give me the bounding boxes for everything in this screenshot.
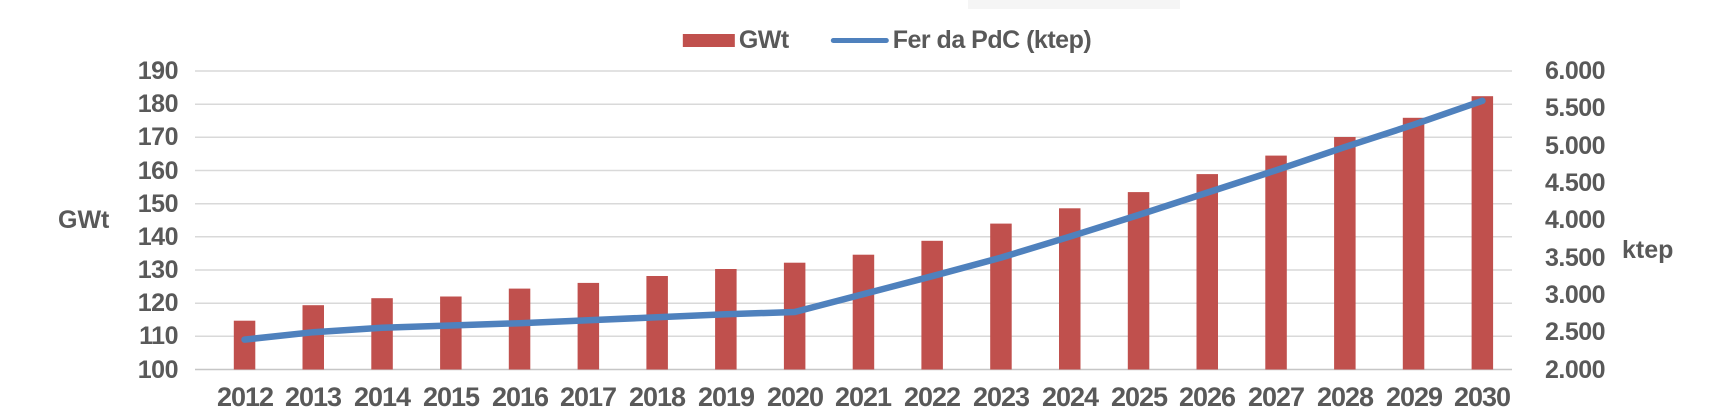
bar-2017 bbox=[577, 282, 600, 370]
bar-2018 bbox=[646, 276, 668, 370]
x-axis-label-2025: 2025 bbox=[1110, 382, 1168, 412]
x-axis-label-2013: 2013 bbox=[284, 382, 342, 412]
legend-line-swatch-icon bbox=[830, 38, 889, 43]
x-axis-label-2014: 2014 bbox=[353, 382, 411, 412]
x-axis-label-2019: 2019 bbox=[697, 382, 755, 412]
left-axis-tick-180: 180 bbox=[137, 90, 179, 118]
bar-2021 bbox=[852, 254, 875, 370]
x-axis-label-2017: 2017 bbox=[559, 382, 617, 412]
bar-2024 bbox=[1059, 208, 1081, 370]
legend-item-gwt: GWt bbox=[682, 26, 789, 55]
right-axis-tick-3.000: 3.000 bbox=[1545, 281, 1606, 309]
x-axis-label-2029: 2029 bbox=[1385, 382, 1443, 412]
legend-label-fer-da-pdc: Fer da PdC (ktep) bbox=[892, 26, 1092, 54]
x-axis-label-2016: 2016 bbox=[491, 382, 549, 412]
top-edge-artifact bbox=[968, 0, 1180, 9]
right-axis-tick-2.000: 2.000 bbox=[1545, 356, 1606, 384]
bar-2019 bbox=[715, 269, 737, 370]
left-axis-tick-190: 190 bbox=[137, 57, 179, 85]
left-axis-tick-160: 160 bbox=[137, 157, 179, 185]
x-axis-label-2020: 2020 bbox=[766, 382, 824, 412]
left-axis-tick-100: 100 bbox=[137, 356, 179, 384]
x-axis-label-2023: 2023 bbox=[972, 382, 1030, 412]
x-axis-label-2028: 2028 bbox=[1316, 382, 1374, 412]
right-axis-tick-5.000: 5.000 bbox=[1545, 132, 1606, 160]
right-axis-tick-4.500: 4.500 bbox=[1545, 169, 1606, 197]
x-axis-label-2018: 2018 bbox=[628, 382, 686, 412]
left-axis-tick-140: 140 bbox=[137, 223, 179, 251]
bar-2029 bbox=[1402, 117, 1425, 370]
bar-2013 bbox=[302, 305, 324, 370]
right-axis-tick-2.500: 2.500 bbox=[1545, 318, 1606, 346]
left-axis-tick-170: 170 bbox=[137, 123, 179, 151]
left-axis-tick-110: 110 bbox=[139, 322, 178, 350]
bar-2012 bbox=[233, 320, 256, 370]
legend-item-fer-da-pdc: Fer da PdC (ktep) bbox=[830, 26, 1092, 55]
x-axis-label-2027: 2027 bbox=[1247, 382, 1305, 412]
x-axis-label-2012: 2012 bbox=[216, 382, 274, 412]
x-axis-label-2030: 2030 bbox=[1453, 382, 1511, 412]
x-axis-label-2024: 2024 bbox=[1041, 382, 1099, 412]
right-axis-tick-6.000: 6.000 bbox=[1545, 57, 1606, 85]
bar-2025 bbox=[1127, 192, 1150, 370]
bar-2015 bbox=[440, 296, 462, 370]
bar-2030 bbox=[1471, 96, 1494, 370]
left-axis-tick-130: 130 bbox=[137, 256, 179, 284]
bar-2026 bbox=[1196, 174, 1218, 370]
bar-2022 bbox=[921, 240, 943, 370]
right-axis-title: ktep bbox=[1622, 236, 1674, 264]
bar-2016 bbox=[508, 288, 531, 370]
left-axis-tick-150: 150 bbox=[137, 190, 179, 218]
right-axis-tick-5.500: 5.500 bbox=[1545, 94, 1606, 122]
left-axis-title: GWt bbox=[58, 206, 110, 234]
bar-2020 bbox=[783, 262, 806, 370]
bar-2027 bbox=[1265, 155, 1287, 370]
line-fer-da-pdc bbox=[241, 97, 1486, 343]
bar-2028 bbox=[1334, 137, 1356, 370]
legend-bar-swatch-icon bbox=[682, 34, 735, 47]
legend-label-gwt: GWt bbox=[738, 26, 789, 54]
right-axis-tick-3.500: 3.500 bbox=[1545, 244, 1606, 272]
left-axis-tick-120: 120 bbox=[137, 289, 179, 317]
x-axis-label-2021: 2021 bbox=[834, 382, 892, 412]
bar-2014 bbox=[371, 298, 393, 370]
right-axis-tick-4.000: 4.000 bbox=[1545, 206, 1606, 234]
x-axis-label-2026: 2026 bbox=[1178, 382, 1236, 412]
x-axis-label-2022: 2022 bbox=[903, 382, 961, 412]
x-axis-label-2015: 2015 bbox=[422, 382, 480, 412]
chart-legend: GWt Fer da PdC (ktep) bbox=[682, 26, 1092, 55]
bar-2023 bbox=[990, 223, 1012, 370]
